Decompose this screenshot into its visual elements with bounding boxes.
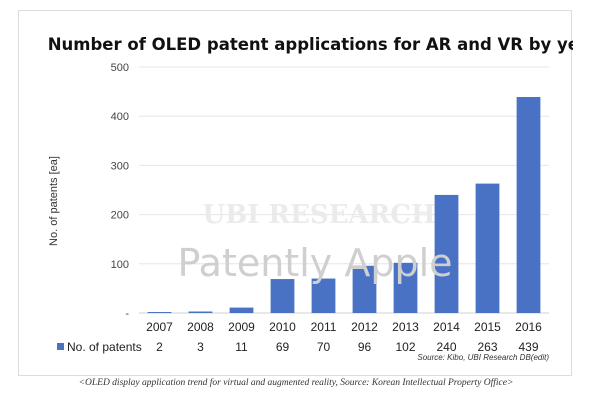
y-axis-label: No. of patents [ea] [48, 156, 60, 246]
x-tick-label: 2012 [351, 320, 378, 334]
figure-caption: <OLED display application trend for virt… [78, 378, 514, 388]
legend-label: No. of patents [67, 340, 142, 354]
y-tick-label: - [125, 308, 129, 320]
chart-title: Number of OLED patent applications for A… [48, 35, 573, 54]
bar-chart: Number of OLED patent applications for A… [48, 35, 573, 362]
y-tick-label: 200 [111, 210, 129, 222]
y-tick-label: 500 [111, 62, 129, 74]
bar [516, 97, 541, 314]
x-tick-label: 2009 [228, 320, 255, 334]
bar [393, 262, 418, 313]
bar [475, 183, 500, 313]
bar [311, 278, 336, 313]
data-table-value: 3 [197, 340, 204, 354]
y-tick-label: 100 [111, 259, 129, 271]
data-table-value: 263 [477, 340, 497, 354]
data-table-value: 96 [358, 340, 372, 354]
data-table-value: 240 [436, 340, 456, 354]
x-tick-label: 2014 [433, 320, 460, 334]
x-tick-label: 2013 [392, 320, 419, 334]
x-tick-label: 2007 [146, 320, 173, 334]
bar [434, 194, 459, 313]
x-tick-label: 2016 [515, 320, 542, 334]
data-table-value: 11 [235, 340, 248, 354]
bar [188, 311, 213, 313]
x-tick-label: 2008 [187, 320, 214, 334]
data-table-value: 2 [156, 340, 163, 354]
y-tick-label: 300 [111, 160, 129, 172]
x-tick-label: 2010 [269, 320, 296, 334]
data-table-value: 102 [395, 340, 415, 354]
watermark-text: Patently Apple [177, 241, 452, 285]
chart-source: Source: Kibo, UBI Research DB(edit) [417, 353, 549, 362]
x-tick-label: 2011 [311, 320, 337, 334]
bar [229, 307, 254, 313]
bar [270, 279, 295, 313]
y-tick-label: 400 [111, 111, 129, 123]
legend-swatch [57, 343, 64, 350]
x-tick-label: 2015 [474, 320, 501, 334]
chart-frame: Number of OLED patent applications for A… [18, 10, 573, 376]
data-table-value: 70 [317, 340, 331, 354]
data-table-value: 69 [276, 340, 290, 354]
bar [352, 265, 377, 313]
data-table-value: 439 [518, 340, 538, 354]
watermark-brand: UBI RESEARCH [203, 200, 436, 230]
bar [147, 312, 172, 314]
